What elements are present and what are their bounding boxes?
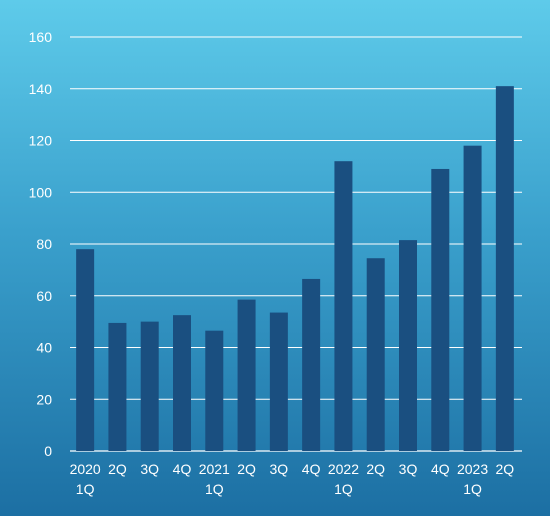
bar xyxy=(431,168,450,451)
x-category-label: 2022 xyxy=(328,461,359,477)
y-tick-label: 160 xyxy=(29,29,53,45)
bar xyxy=(366,258,385,451)
bar xyxy=(302,278,321,451)
bar xyxy=(237,299,256,451)
y-tick-label: 120 xyxy=(29,133,53,149)
y-tick-label: 100 xyxy=(29,184,53,200)
y-tick-label: 60 xyxy=(36,288,52,304)
x-category-label: 3Q xyxy=(270,461,289,477)
x-category-label: 2023 xyxy=(457,461,488,477)
y-tick-label: 140 xyxy=(29,81,53,97)
y-axis-tick-labels: 0 20 40 60 80 100 120 140 160 xyxy=(29,29,53,459)
x-category-label: 1Q xyxy=(76,481,95,497)
x-category-label: 2Q xyxy=(366,461,385,477)
bar xyxy=(205,330,224,451)
y-tick-label: 0 xyxy=(44,443,52,459)
bar xyxy=(399,240,417,451)
y-tick-label: 20 xyxy=(36,391,52,407)
x-category-label: 2021 xyxy=(199,461,230,477)
x-axis-category-labels: 2020 1Q 2Q 3Q 4Q 2021 1Q 2Q 3Q 4Q 2022 1Q 2Q 3Q 4Q 2023… xyxy=(70,461,515,497)
x-category-label: 4Q xyxy=(431,461,450,477)
x-category-label: 4Q xyxy=(302,461,321,477)
bar xyxy=(495,86,514,451)
bar xyxy=(108,322,127,451)
bars xyxy=(76,86,514,452)
x-category-label: 1Q xyxy=(205,481,224,497)
bar xyxy=(463,145,482,452)
x-category-label: 3Q xyxy=(140,461,159,477)
x-category-label: 1Q xyxy=(463,481,482,497)
bar xyxy=(76,249,95,451)
gridlines xyxy=(70,36,522,452)
x-category-label: 2020 xyxy=(70,461,101,477)
x-category-label: 2Q xyxy=(237,461,256,477)
y-tick-label: 40 xyxy=(36,340,52,356)
y-tick-label: 80 xyxy=(36,236,52,252)
bar xyxy=(269,312,288,451)
x-category-label: 2Q xyxy=(108,461,127,477)
x-category-label: 3Q xyxy=(399,461,418,477)
x-category-label: 1Q xyxy=(334,481,353,497)
bar xyxy=(173,315,191,451)
x-category-label: 2Q xyxy=(496,461,515,477)
x-category-label: 4Q xyxy=(173,461,192,477)
bar xyxy=(334,161,353,451)
bar xyxy=(140,321,159,451)
